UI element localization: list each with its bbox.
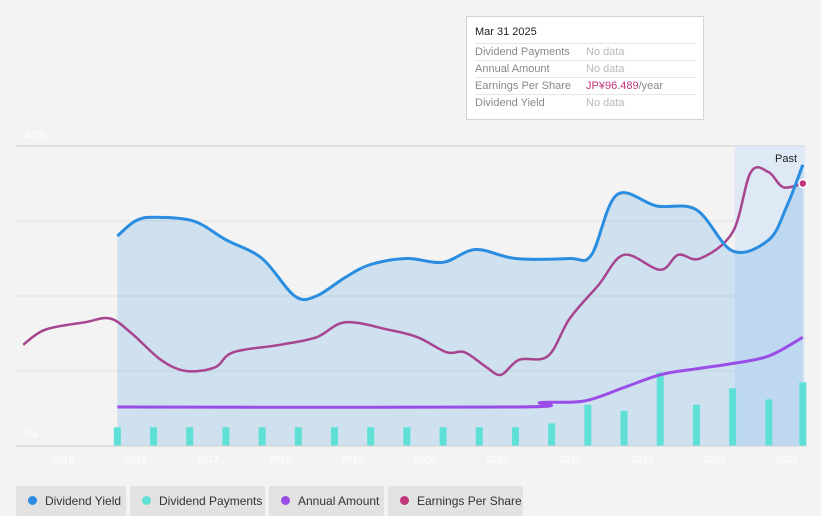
- dividend-payment-bar[interactable]: [186, 427, 194, 446]
- legend-label: Earnings Per Share: [417, 494, 522, 508]
- dividend-payment-bar[interactable]: [113, 427, 121, 446]
- dividend-payment-bar[interactable]: [475, 427, 483, 446]
- dividend-payment-bar[interactable]: [765, 399, 773, 447]
- tooltip-row-dividend-payments: Dividend Payments No data: [475, 43, 695, 61]
- x-tick-label: 2019: [341, 455, 364, 466]
- dot-icon: [142, 496, 151, 505]
- dividend-payment-bar[interactable]: [439, 427, 447, 446]
- dividend-yield-area: [117, 164, 803, 447]
- legend-item-dividend-payments[interactable]: Dividend Payments: [130, 486, 265, 516]
- dividend-payment-bar[interactable]: [799, 382, 807, 446]
- annual-amount-line: [117, 335, 804, 409]
- tooltip-date: Mar 31 2025: [475, 26, 537, 38]
- dividend-payment-bar[interactable]: [294, 427, 302, 446]
- dividend-payment-bar[interactable]: [403, 427, 411, 446]
- dividend-payment-bar[interactable]: [620, 410, 628, 446]
- dividend-payment-bar[interactable]: [729, 388, 737, 446]
- y-axis-top-label: 4.0%: [24, 130, 47, 141]
- tooltip-value: No data: [586, 46, 625, 58]
- x-tick-label: 2020: [414, 455, 437, 466]
- dot-icon: [28, 496, 37, 505]
- dividend-payment-bar[interactable]: [548, 423, 556, 447]
- legend-label: Dividend Payments: [159, 494, 263, 508]
- tooltip-label: Earnings Per Share: [475, 80, 571, 92]
- dot-icon: [400, 496, 409, 505]
- x-tick-label: 2023: [631, 455, 654, 466]
- x-tick-label: 2017: [197, 455, 220, 466]
- tooltip-row-dividend-yield: Dividend Yield No data: [475, 94, 695, 112]
- x-tick-label: 2015: [52, 455, 75, 466]
- past-region: [734, 146, 805, 446]
- x-tick-label: 2024: [703, 455, 726, 466]
- dividend-payment-bar[interactable]: [367, 427, 375, 446]
- dividend-payment-bar[interactable]: [150, 427, 158, 446]
- tooltip-value: JP¥96.489/year: [586, 80, 663, 92]
- eps-amount: JP¥96.489: [586, 80, 639, 92]
- tooltip-label: Annual Amount: [475, 63, 550, 75]
- dividend-yield-line: [116, 164, 805, 302]
- dividend-payment-bar[interactable]: [258, 427, 266, 446]
- tooltip-label: Dividend Yield: [475, 97, 545, 109]
- eps-suffix: /year: [638, 80, 664, 92]
- dividend-payment-bar[interactable]: [692, 404, 700, 446]
- x-tick-label: 2025: [776, 455, 799, 466]
- tooltip-value: No data: [586, 97, 625, 109]
- x-tick-label: 2016: [124, 455, 147, 466]
- tooltip-label: Dividend Payments: [475, 46, 570, 58]
- tooltip-row-earnings-per-share: Earnings Per Share JP¥96.489/year: [475, 77, 695, 95]
- x-tick-label: 2021: [486, 455, 509, 466]
- x-tick-label: 2022: [559, 455, 582, 466]
- eps-current-marker[interactable]: [798, 178, 808, 189]
- chart: 4.0% 0% Past 2015 2016 2017 2018 2019 2020 202…: [16, 130, 808, 466]
- tooltip-value: No data: [586, 63, 625, 75]
- legend-item-dividend-yield[interactable]: Dividend Yield: [16, 486, 126, 516]
- legend-item-annual-amount[interactable]: Annual Amount: [269, 486, 384, 516]
- legend-label: Dividend Yield: [45, 494, 122, 508]
- past-label: Past: [775, 153, 797, 165]
- dividend-payment-bar[interactable]: [330, 427, 338, 446]
- x-tick-label: 2018: [269, 455, 292, 466]
- legend-label: Annual Amount: [298, 494, 380, 508]
- dot-icon: [281, 496, 290, 505]
- tooltip: Mar 31 2025 Dividend Payments No data An…: [466, 16, 704, 120]
- y-axis-bottom-label: 0%: [24, 430, 39, 441]
- legend-item-earnings-per-share[interactable]: Earnings Per Share: [388, 486, 523, 516]
- dividend-payment-bar[interactable]: [584, 404, 592, 446]
- tooltip-row-annual-amount: Annual Amount No data: [475, 60, 695, 78]
- dividend-payment-bar[interactable]: [222, 427, 230, 446]
- dividend-payment-bar[interactable]: [656, 372, 664, 447]
- dividend-payment-bar[interactable]: [511, 427, 519, 446]
- earnings-per-share-line: [22, 166, 804, 377]
